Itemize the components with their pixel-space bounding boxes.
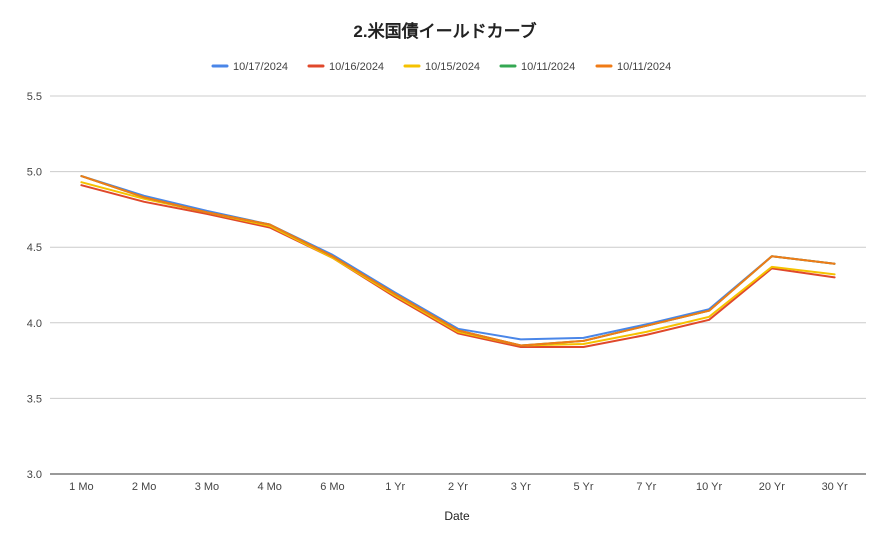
- x-tick-label: 3 Mo: [195, 481, 219, 493]
- x-tick-label: 30 Yr: [822, 481, 848, 493]
- legend-label: 10/15/2024: [425, 61, 480, 73]
- y-tick-label: 4.0: [27, 318, 42, 330]
- y-tick-label: 4.5: [27, 242, 42, 254]
- x-tick-label: 3 Yr: [511, 481, 531, 493]
- x-tick-label: 7 Yr: [636, 481, 656, 493]
- x-tick-label: 6 Mo: [320, 481, 344, 493]
- legend-label: 10/11/2024: [521, 61, 575, 73]
- x-tick-label: 1 Yr: [385, 481, 405, 493]
- x-tick-label: 2 Mo: [132, 481, 156, 493]
- legend-item: 10/17/2024: [211, 61, 288, 73]
- y-tick-label: 5.0: [27, 167, 42, 179]
- y-tick-label: 5.5: [27, 91, 42, 103]
- legend-item: 10/15/2024: [403, 61, 480, 73]
- x-tick-label: 10 Yr: [696, 481, 722, 493]
- series-lines: [80, 175, 836, 348]
- grid-lines: [50, 95, 866, 475]
- x-tick-label: 20 Yr: [759, 481, 785, 493]
- legend-item: 10/11/2024: [595, 61, 671, 73]
- legend-item: 10/11/2024: [499, 61, 575, 73]
- x-tick-label: 4 Mo: [257, 481, 281, 493]
- series-line: [80, 175, 836, 341]
- y-tick-label: 3.5: [27, 393, 42, 405]
- chart-legend: 10/17/2024 10/16/2024 10/15/2024 10/11/2024…: [211, 61, 671, 73]
- series-line: [80, 175, 836, 347]
- x-axis-ticks: 1 Mo 2 Mo 3 Mo 4 Mo 6 Mo 1 Yr 2 Yr 3 Yr 5 Yr 7 Yr…: [69, 481, 848, 493]
- y-tick-label: 3.0: [27, 469, 42, 481]
- x-axis-label: Date: [444, 509, 470, 523]
- series-line: [80, 181, 836, 347]
- legend-label: 10/11/2024: [617, 61, 671, 73]
- series-line: [80, 175, 836, 347]
- x-tick-label: 2 Yr: [448, 481, 468, 493]
- y-axis-ticks: 3.0 3.5 4.0 4.5 5.0 5.5: [27, 91, 42, 481]
- legend-item: 10/16/2024: [307, 61, 384, 73]
- x-tick-label: 1 Mo: [69, 481, 93, 493]
- series-line: [80, 184, 836, 348]
- legend-label: 10/17/2024: [233, 61, 288, 73]
- x-tick-label: 5 Yr: [574, 481, 594, 493]
- chart-title: 2.米国債イールドカーブ: [353, 21, 536, 41]
- legend-label: 10/16/2024: [329, 61, 384, 73]
